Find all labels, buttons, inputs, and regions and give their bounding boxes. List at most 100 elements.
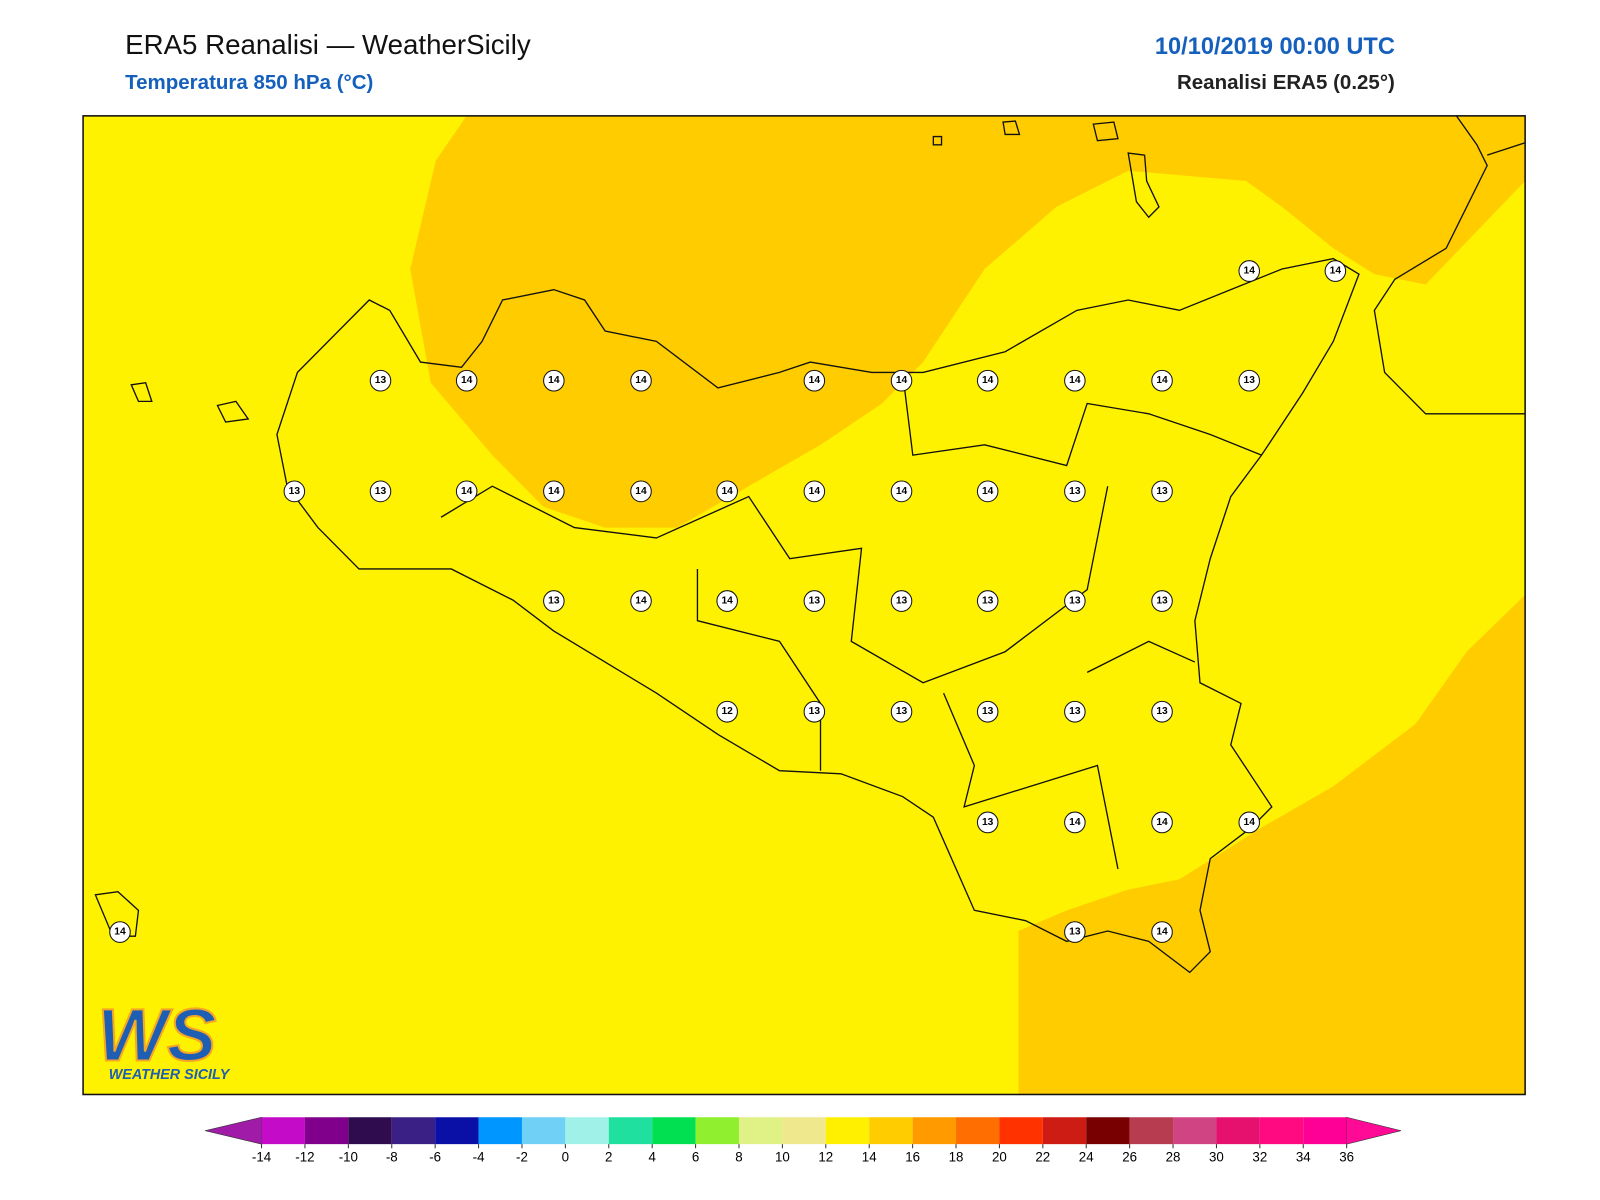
sicily-coast (276, 257, 1360, 974)
station: 13 (543, 590, 565, 612)
station-marker (1324, 260, 1347, 282)
station-label: 13 (896, 596, 908, 607)
station-label: 14 (1069, 375, 1081, 386)
station-label: 13 (1069, 486, 1081, 497)
colorbar-segment (782, 1117, 826, 1145)
station-marker (1151, 590, 1173, 612)
colorbar-segment (391, 1117, 436, 1145)
station-marker (716, 700, 738, 723)
map-frame (82, 115, 1526, 1096)
station-marker (455, 369, 478, 392)
date: 10/10/2019 00:00 UTC (1155, 34, 1395, 60)
station: 14 (455, 369, 478, 392)
colorbar-tick-label: -6 (429, 1150, 441, 1165)
colorbar-segment (999, 1117, 1043, 1145)
station: 13 (1151, 480, 1173, 503)
station: 14 (976, 369, 999, 392)
colorbar-tick-label: 36 (1339, 1150, 1354, 1165)
colorbar-segment (912, 1117, 957, 1145)
station-marker (630, 590, 652, 612)
colorbar-segment (348, 1117, 392, 1145)
station-label: 13 (1156, 596, 1168, 607)
station: 14 (455, 480, 478, 503)
colorbar-tick-label: 34 (1296, 1150, 1311, 1165)
station-marker (1064, 811, 1086, 834)
coast (1486, 142, 1526, 156)
station-marker (890, 480, 913, 503)
station-label: 14 (1330, 266, 1342, 277)
station: 14 (1064, 811, 1086, 834)
province-border (440, 485, 1109, 684)
station-label: 14 (721, 486, 733, 497)
station-marker (1238, 260, 1260, 282)
station: 14 (543, 480, 565, 503)
station-marker (543, 590, 565, 612)
province-border (696, 568, 822, 771)
station-label: 14 (1244, 266, 1256, 277)
colorbar-segment (1129, 1117, 1174, 1145)
map: WS WEATHER SICILY 14 14 13 14 14 14 14 14 14 14 14… (82, 115, 1526, 1096)
station-label: 12 (721, 706, 733, 717)
station-marker (976, 700, 999, 723)
station: 14 (1238, 260, 1260, 282)
colorbar-tick-label: -14 (252, 1150, 272, 1165)
station: 14 (109, 921, 131, 943)
colorbar-tick-label: 10 (775, 1150, 790, 1165)
station-marker (369, 480, 392, 503)
colorbar-tick-label: -12 (295, 1150, 314, 1165)
title: ERA5 Reanalisi — WeatherSicily (125, 29, 531, 60)
colorbar-tick-label: 20 (992, 1150, 1007, 1165)
colorbar-segment (304, 1117, 349, 1145)
colorbar-tick-label: 18 (949, 1150, 964, 1165)
colorbar-tick-label: 6 (692, 1150, 699, 1165)
station-label: 13 (982, 596, 994, 607)
station-label: 13 (809, 706, 821, 717)
station: 13 (1064, 700, 1086, 723)
station-marker (369, 369, 392, 392)
temperature-region (1018, 594, 1526, 1095)
station-label: 13 (1156, 706, 1168, 717)
coastlines (94, 115, 1526, 974)
station-label: 14 (896, 486, 908, 497)
station: 13 (1238, 369, 1260, 392)
station-marker (976, 811, 999, 834)
station-marker (1064, 921, 1086, 943)
colorbar-segment (869, 1117, 913, 1145)
colorbar-tick-label: -2 (516, 1150, 528, 1165)
subtitle: Temperatura 850 hPa (°C) (125, 71, 373, 94)
station-marker (1151, 921, 1173, 943)
calabria-coast (1373, 115, 1526, 415)
colorbar-tick-label: 14 (862, 1150, 877, 1165)
station: 13 (803, 700, 826, 723)
station-label: 14 (635, 596, 647, 607)
colorbar-tick-label: 4 (648, 1150, 656, 1165)
logo: WS WEATHER SICILY (96, 992, 231, 1083)
station: 13 (1064, 590, 1086, 612)
station-marker (283, 480, 306, 503)
station-marker (1064, 480, 1086, 503)
province-border (901, 372, 1262, 467)
station: 14 (1238, 811, 1260, 834)
station-marker (630, 369, 652, 392)
station-label: 14 (1156, 927, 1168, 938)
station: 13 (283, 480, 306, 503)
station-marker (976, 590, 999, 612)
logo-name: WEATHER SICILY (109, 1067, 231, 1083)
station-label: 14 (809, 486, 821, 497)
station-marker (890, 590, 913, 612)
colorbar-tick-label: -8 (386, 1150, 398, 1165)
colorbar-segment (261, 1117, 305, 1145)
station: 13 (369, 480, 392, 503)
colorbar-segment (956, 1117, 1000, 1145)
colorbar-segment (738, 1117, 783, 1145)
colorbar-segment (1086, 1117, 1130, 1145)
colorbar-tick-label: 32 (1252, 1150, 1267, 1165)
colorbar-under (205, 1116, 262, 1145)
colorbar-segment (1042, 1117, 1087, 1145)
colorbar-over (1346, 1116, 1402, 1145)
station: 14 (1151, 921, 1173, 943)
station-label: 13 (982, 817, 994, 828)
station: 13 (369, 369, 392, 392)
province-border (942, 692, 1119, 870)
colorbar-tick-label: 8 (735, 1150, 742, 1165)
